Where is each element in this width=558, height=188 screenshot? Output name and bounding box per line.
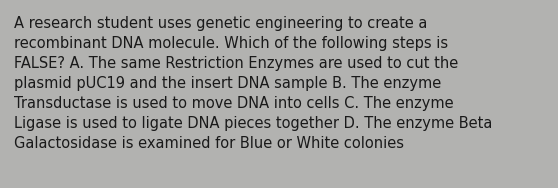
Text: A research student uses genetic engineering to create a
recombinant DNA molecule: A research student uses genetic engineer… bbox=[14, 16, 492, 151]
